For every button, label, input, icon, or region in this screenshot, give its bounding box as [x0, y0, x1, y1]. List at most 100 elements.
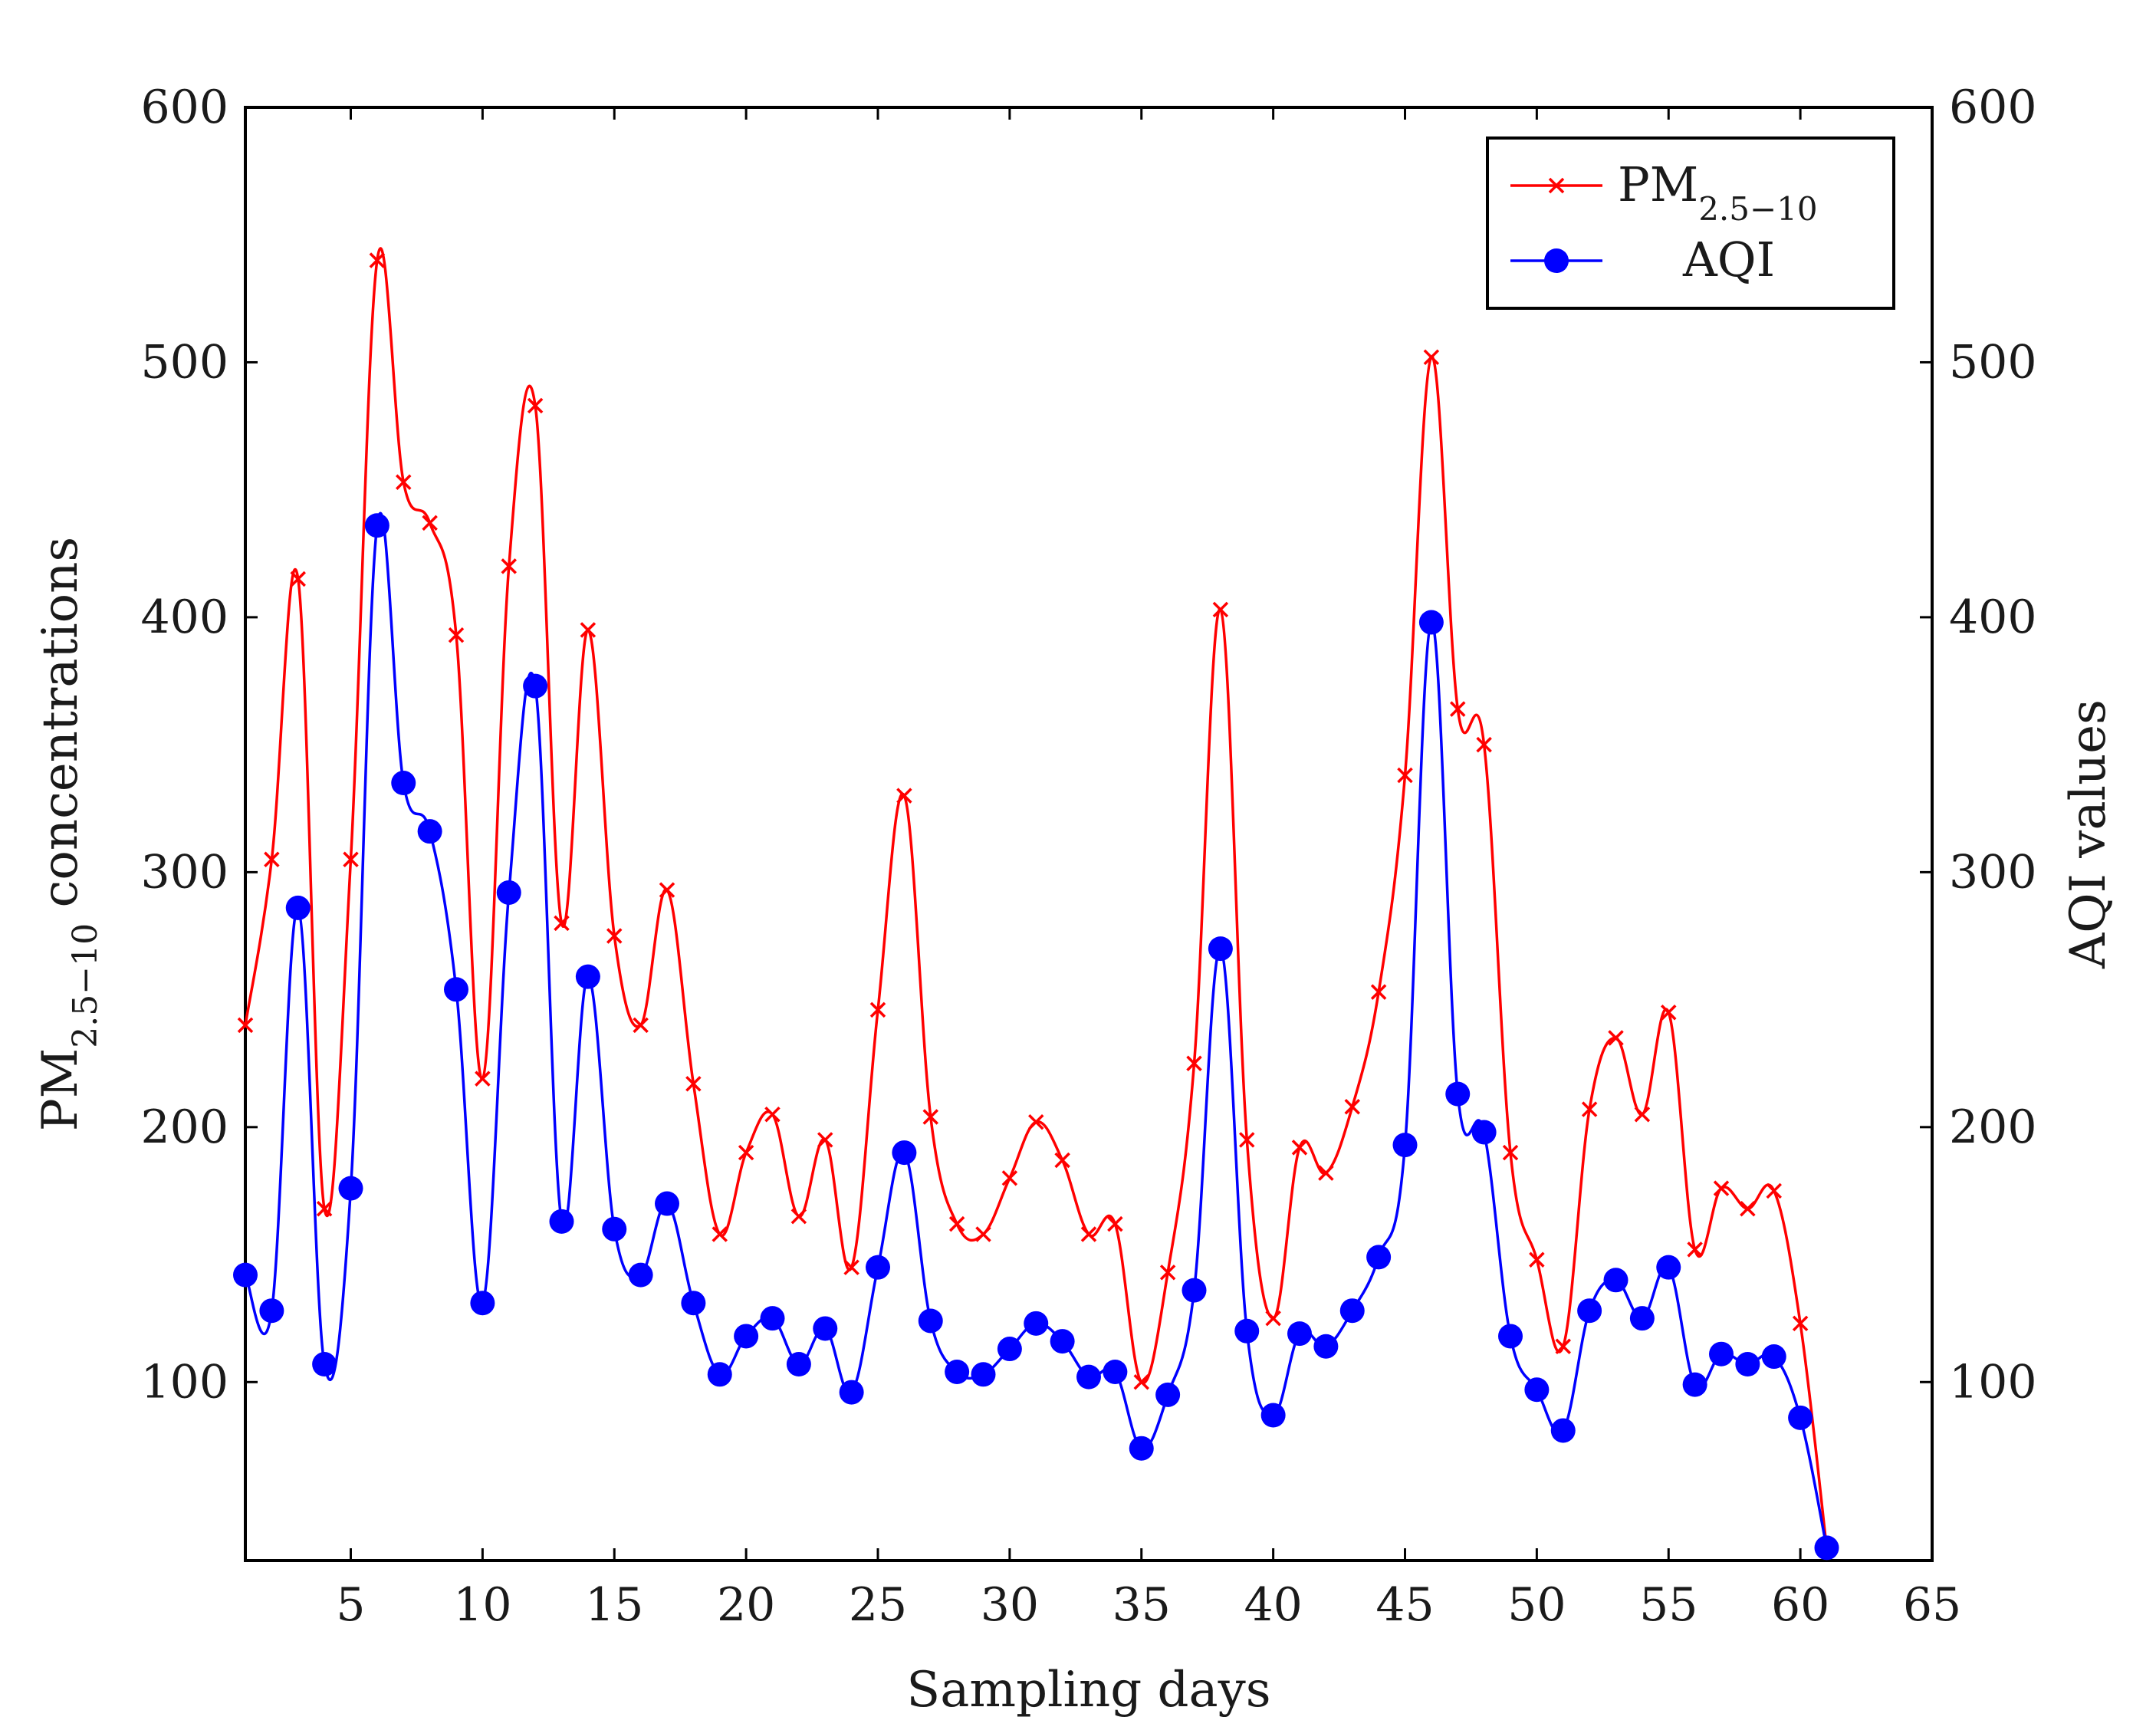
series-0-point-20 — [738, 1144, 754, 1161]
y-right-tick-label-400: 400 — [1949, 590, 2037, 644]
series-1-point-56 — [1682, 1372, 1707, 1397]
series-0-point-36 — [1159, 1265, 1176, 1281]
series-0-point-22 — [790, 1208, 807, 1225]
series-0-point-39 — [1239, 1132, 1255, 1148]
y-left-tick-label-100: 100 — [140, 1355, 228, 1409]
y-right-tick-label-600: 600 — [1949, 81, 2037, 134]
series-0-point-23 — [817, 1132, 833, 1148]
series-0-point-19 — [712, 1226, 728, 1242]
x-tick-label-15: 15 — [585, 1578, 643, 1632]
series-0-point-10 — [475, 1071, 491, 1087]
series-1-point-60 — [1788, 1405, 1813, 1430]
series-1-point-47 — [1445, 1081, 1471, 1107]
series-1-point-55 — [1656, 1255, 1681, 1280]
series-0-point-27 — [922, 1109, 938, 1125]
series-1-point-11 — [496, 880, 521, 905]
series-0-point-43 — [1344, 1098, 1360, 1115]
series-1-point-2 — [259, 1298, 284, 1324]
series-0-point-46 — [1423, 349, 1440, 366]
y-left-tick-label-300: 300 — [140, 845, 228, 899]
series-1-point-8 — [417, 819, 442, 844]
series-1-point-37 — [1182, 1278, 1207, 1303]
series-1-point-53 — [1603, 1268, 1629, 1293]
series-0-point-11 — [501, 558, 517, 574]
y-right-tick-label-500: 500 — [1949, 335, 2037, 389]
series-1-point-23 — [813, 1316, 838, 1341]
series-0-point-38 — [1212, 601, 1229, 618]
series-1-point-25 — [866, 1255, 890, 1280]
series-0-point-59 — [1766, 1182, 1782, 1199]
series-1-point-4 — [312, 1352, 337, 1377]
series-0-point-58 — [1740, 1200, 1756, 1217]
series-1-point-13 — [549, 1209, 574, 1234]
series-1-point-44 — [1366, 1245, 1392, 1270]
series-1-point-52 — [1577, 1298, 1602, 1324]
series-0-point-35 — [1133, 1374, 1149, 1390]
x-tick-label-40: 40 — [1244, 1578, 1302, 1632]
series-0-point-49 — [1502, 1144, 1519, 1161]
series-1-point-42 — [1313, 1334, 1339, 1359]
series-0-point-14 — [580, 622, 597, 638]
series-1-point-50 — [1524, 1377, 1550, 1403]
series-0-point-17 — [659, 882, 675, 898]
x-tick-label-50: 50 — [1507, 1578, 1566, 1632]
y-right-tick-label-200: 200 — [1949, 1100, 2037, 1154]
series-1-point-12 — [523, 673, 548, 699]
series-1-point-48 — [1471, 1120, 1497, 1145]
series-1-point-10 — [470, 1291, 495, 1316]
series-1-point-17 — [655, 1191, 679, 1216]
series-0-point-26 — [896, 788, 912, 804]
series-1-point-19 — [707, 1362, 732, 1387]
series-0-point-4 — [316, 1200, 333, 1217]
x-tick-label-25: 25 — [849, 1578, 907, 1632]
series-1-point-33 — [1076, 1364, 1101, 1390]
x-tick-label-45: 45 — [1375, 1578, 1434, 1632]
series-0-point-48 — [1476, 736, 1492, 753]
x-tick-label-55: 55 — [1639, 1578, 1698, 1632]
series-0-point-16 — [633, 1017, 649, 1034]
series-0-point-40 — [1265, 1310, 1281, 1327]
series-0-point-1 — [237, 1017, 254, 1034]
series-1-point-49 — [1498, 1324, 1523, 1349]
series-0-point-13 — [554, 915, 570, 932]
y-right-axis-title: AQI values — [2060, 699, 2117, 969]
y-left-tick-label-400: 400 — [140, 590, 228, 644]
series-0-point-41 — [1291, 1140, 1308, 1156]
legend-marker-0-b — [1548, 177, 1565, 194]
series-0-point-5 — [343, 851, 359, 867]
series-1-point-58 — [1735, 1352, 1760, 1377]
series-0-point-2 — [264, 851, 280, 867]
series-1-point-6 — [364, 513, 389, 538]
series-0-point-32 — [1054, 1152, 1070, 1169]
series-0-line — [244, 247, 1829, 1548]
series-0-point-47 — [1450, 701, 1466, 717]
series-0-point-30 — [1001, 1170, 1018, 1186]
series-1-point-15 — [602, 1216, 627, 1242]
x-axis-title: Sampling days — [906, 1662, 1270, 1718]
y-left-tick-label-600: 600 — [140, 81, 228, 134]
series-1-point-16 — [628, 1262, 653, 1288]
legend-label-1: AQI — [1682, 232, 1775, 288]
y-right-tick-label-100: 100 — [1949, 1355, 2037, 1409]
series-1-line — [244, 511, 1829, 1548]
x-tick-label-65: 65 — [1903, 1578, 1961, 1632]
series-0-point-55 — [1661, 1004, 1677, 1021]
plot-frame — [244, 106, 1934, 1562]
series-1-point-31 — [1024, 1311, 1049, 1336]
y-left-tick-label-200: 200 — [140, 1100, 228, 1154]
series-0-point-34 — [1107, 1215, 1123, 1232]
series-1-point-57 — [1709, 1341, 1734, 1367]
series-0-point-15 — [606, 928, 623, 944]
series-0-point-37 — [1186, 1055, 1202, 1071]
series-1-point-20 — [734, 1324, 759, 1349]
series-1-point-36 — [1155, 1382, 1181, 1407]
series-1-point-9 — [444, 977, 468, 1002]
y-right-tick-label-300: 300 — [1949, 845, 2037, 899]
series-layer — [233, 247, 1839, 1561]
series-0-point-25 — [869, 1001, 886, 1018]
x-tick-label-10: 10 — [453, 1578, 511, 1632]
series-0-point-42 — [1318, 1165, 1334, 1181]
x-tick-label-60: 60 — [1771, 1578, 1829, 1632]
series-1-point-38 — [1208, 936, 1233, 962]
